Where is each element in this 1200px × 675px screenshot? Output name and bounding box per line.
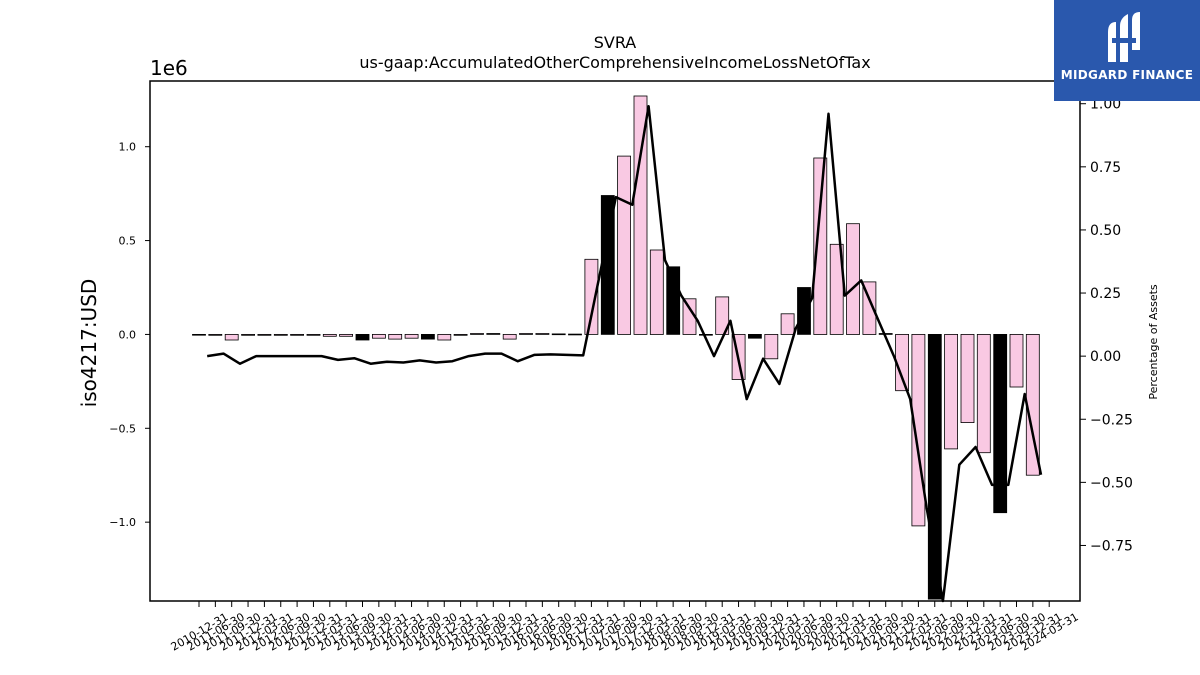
bar bbox=[568, 333, 582, 336]
bar bbox=[617, 155, 631, 335]
bar bbox=[453, 333, 468, 336]
bar bbox=[404, 333, 419, 339]
midgard-logo-icon bbox=[1108, 12, 1140, 62]
bar bbox=[976, 333, 991, 454]
plot-frame bbox=[149, 80, 1081, 602]
bar bbox=[437, 333, 452, 341]
y-tick-label: 0.5 bbox=[119, 235, 137, 248]
y2-tick-label: 0.25 bbox=[1090, 286, 1121, 302]
bar bbox=[699, 333, 713, 336]
bar bbox=[290, 333, 305, 336]
series-line bbox=[207, 104, 1043, 603]
bar bbox=[764, 333, 779, 360]
bar bbox=[355, 333, 370, 341]
chart-title: SVRA bbox=[594, 33, 637, 52]
y-axis-label: iso4217:USD bbox=[77, 279, 101, 408]
bar bbox=[993, 333, 1008, 514]
bar bbox=[371, 333, 386, 339]
y2-tick-label: 0.75 bbox=[1090, 160, 1121, 176]
bar bbox=[208, 333, 223, 336]
bars-layer bbox=[192, 95, 1040, 600]
y-tick-label: 1.0 bbox=[119, 141, 137, 154]
bar bbox=[322, 333, 337, 337]
bar bbox=[944, 333, 958, 450]
bar bbox=[257, 333, 272, 336]
bar bbox=[420, 333, 435, 340]
y2-tick-label: −0.75 bbox=[1090, 538, 1133, 554]
bar bbox=[584, 258, 599, 335]
x-axis-ticks: 2010-12-312011-06-302011-09-302011-12-31… bbox=[169, 601, 1081, 654]
bar bbox=[960, 333, 975, 423]
bar bbox=[551, 333, 566, 336]
bar bbox=[306, 333, 321, 336]
bar bbox=[1009, 333, 1024, 388]
bar bbox=[633, 95, 648, 335]
y2-axis-ticks: −0.75−0.50−0.250.000.250.500.751.00 bbox=[1080, 97, 1133, 554]
chart-subtitle: us-gaap:AccumulatedOtherComprehensiveInc… bbox=[359, 53, 870, 72]
bar bbox=[502, 333, 517, 340]
bar bbox=[519, 333, 533, 335]
bar bbox=[535, 333, 550, 335]
bar bbox=[388, 333, 403, 340]
y2-tick-label: 0.00 bbox=[1090, 349, 1121, 365]
y-multiplier-label: 1e6 bbox=[150, 56, 188, 80]
y-axis-ticks: −1.0 −0.5 0.0 0.5 1.0 bbox=[109, 141, 150, 529]
line-layer bbox=[207, 104, 1043, 603]
y-tick-label: −0.5 bbox=[109, 422, 136, 435]
bar bbox=[241, 333, 256, 336]
y-tick-label: −1.0 bbox=[109, 516, 136, 529]
bar bbox=[748, 333, 762, 339]
bar bbox=[273, 333, 288, 336]
brand-logo: MIDGARD FINANCE bbox=[1054, 0, 1200, 101]
y2-axis-label: Percentage of Assets bbox=[1147, 284, 1160, 400]
bar bbox=[224, 333, 239, 341]
y2-tick-label: −0.25 bbox=[1090, 412, 1133, 428]
bar bbox=[339, 333, 354, 337]
bar bbox=[846, 223, 860, 335]
bar bbox=[649, 249, 664, 335]
y2-tick-label: −0.50 bbox=[1090, 475, 1133, 491]
y-tick-label: 0.0 bbox=[119, 328, 137, 341]
bar bbox=[813, 157, 828, 335]
brand-name: MIDGARD FINANCE bbox=[1060, 68, 1194, 82]
bar bbox=[192, 333, 206, 336]
bar bbox=[780, 313, 795, 335]
bar bbox=[486, 333, 501, 335]
bar bbox=[715, 296, 730, 335]
y2-tick-label: 0.50 bbox=[1090, 223, 1121, 239]
bar bbox=[470, 333, 484, 335]
